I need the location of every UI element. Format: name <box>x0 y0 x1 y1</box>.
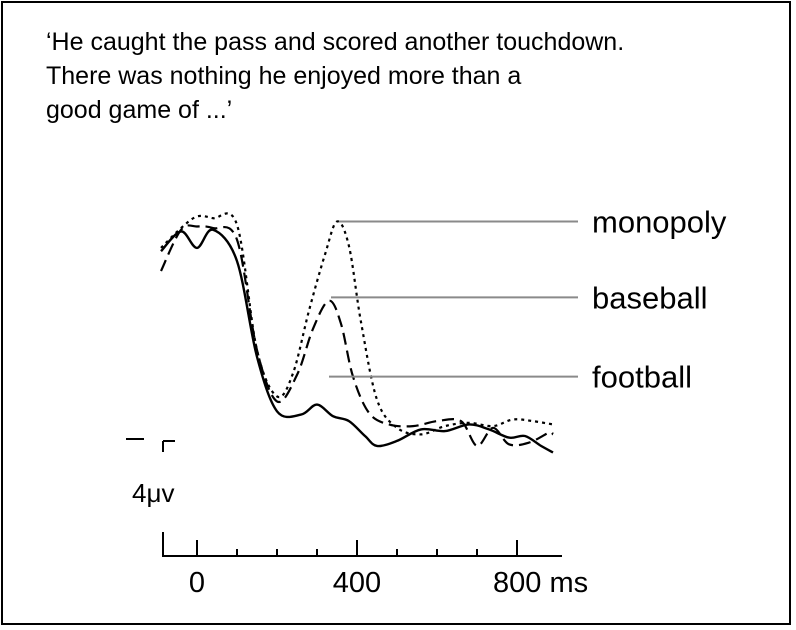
x-tick-labels: 0 400 800 ms <box>189 567 588 599</box>
x-tick-label-800: 800 ms <box>493 567 588 599</box>
caption-line-2: There was nothing he enjoyed more than a <box>46 62 521 90</box>
series-line-monopoly <box>160 212 554 436</box>
caption-line-1: ‘He caught the pass and scored another t… <box>46 28 624 56</box>
annotation-label-baseball: baseball <box>592 280 707 315</box>
x-axis: 0 400 800 ms <box>162 540 588 599</box>
x-tick-label-0: 0 <box>189 567 205 599</box>
series-line-baseball <box>160 224 554 447</box>
annotation-label-monopoly: monopoly <box>592 205 727 240</box>
scale-bar-label: 4μv <box>132 478 174 508</box>
series-line-football <box>160 228 554 454</box>
x-tick-label-400: 400 <box>333 567 381 599</box>
annotation-label-football: football <box>592 360 692 395</box>
caption-line-3: good game of ...’ <box>46 96 232 124</box>
plot-area: monopoly baseball football <box>160 205 727 454</box>
scale-bar: 4μv <box>126 438 175 556</box>
caption: ‘He caught the pass and scored another t… <box>46 28 624 124</box>
x-tick-marks <box>196 540 518 556</box>
